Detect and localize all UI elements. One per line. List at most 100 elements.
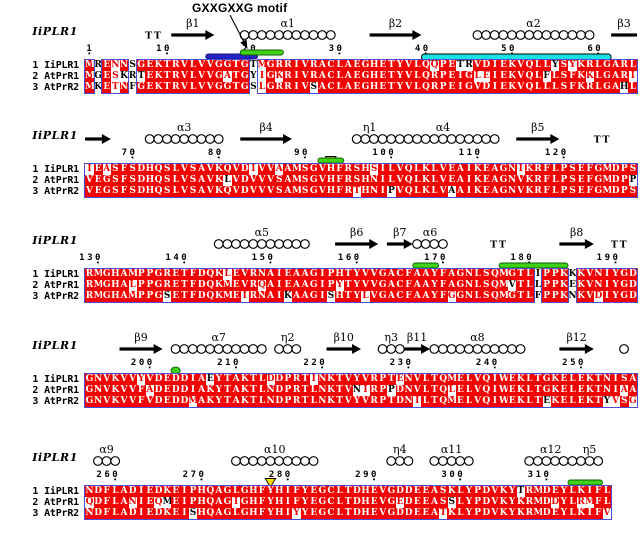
residue-cell: T	[179, 269, 189, 280]
helix-coil-icon	[274, 239, 284, 249]
residue-cell: T	[343, 497, 353, 508]
ruler-tick-dot	[511, 52, 513, 55]
ss-η1: η1	[351, 121, 388, 144]
residue-cell: E	[283, 269, 293, 280]
residue-cell: E	[447, 175, 457, 186]
residue-cell: K	[240, 396, 250, 407]
helix-coil-icon	[248, 239, 259, 249]
residue-cell: T	[335, 396, 345, 407]
residue-cell: F	[542, 164, 552, 175]
helix-coil-icon	[524, 456, 535, 466]
residue-cell: K	[110, 396, 120, 407]
residue-cell: D	[481, 486, 491, 497]
residue-cell: D	[551, 497, 560, 507]
residue-cell: E	[171, 497, 181, 508]
residue-cell: G	[136, 82, 146, 93]
ruler-number: 140	[165, 253, 189, 263]
residue-cell: V	[240, 269, 250, 280]
ruler-number: 290	[355, 470, 379, 480]
helix-coil-icon	[472, 134, 483, 144]
residue-cell: I	[490, 374, 500, 385]
residue-cell: I	[378, 175, 388, 186]
residue-cell: T	[248, 385, 258, 396]
residue-cell: F	[188, 280, 198, 291]
residue-cell: I	[490, 60, 500, 71]
residue-cell: K	[154, 82, 163, 93]
ss-α4: α4	[386, 121, 500, 144]
ruler-tick-dot	[545, 478, 548, 481]
residue-cell: P	[438, 60, 448, 71]
residue-cell: I	[464, 175, 474, 186]
residue-cell: S	[110, 186, 120, 197]
residue-cell: L	[568, 385, 577, 396]
residue-cell: E	[499, 82, 508, 93]
residue-cell: K	[473, 186, 483, 197]
helix-coil-icon	[317, 30, 328, 40]
helix-coil-icon	[481, 344, 491, 354]
residue-cell: R	[369, 385, 379, 396]
residue-cell: A	[224, 71, 231, 81]
residue-cell: V	[119, 385, 129, 396]
helix-coil-icon	[325, 30, 336, 40]
residue-cell: G	[629, 396, 637, 406]
residue-cell: V	[300, 82, 310, 93]
residue-cell: H	[369, 60, 379, 71]
residue-cell: R	[85, 269, 94, 280]
residue-cell: Y	[214, 396, 224, 407]
residue-cell: M	[585, 497, 596, 507]
residue-cell: K	[110, 374, 120, 385]
residue-cell: A	[421, 280, 431, 291]
residue-cell: Y	[430, 280, 439, 291]
residue-cell: L	[188, 60, 198, 71]
residue-cell: Q	[154, 175, 163, 186]
residue-cell: Q	[421, 60, 431, 71]
residue-cell: F	[335, 175, 345, 186]
helix-coil-icon	[524, 30, 535, 40]
residue-cell: F	[257, 497, 267, 508]
residue-cell: A	[490, 164, 500, 175]
residue-cell: G	[102, 269, 112, 280]
row-label-IiPLR1: 1 IiPLR1	[32, 374, 79, 385]
strand-arrow-icon	[559, 242, 586, 246]
residue-cell: L	[524, 374, 534, 385]
strand-arrow-icon	[326, 347, 353, 351]
residue-cell: V	[516, 60, 526, 71]
residue-cell: L	[593, 82, 603, 93]
residue-cell: V	[516, 186, 526, 197]
residue-cell: H	[145, 175, 155, 186]
residue-cell: V	[179, 175, 189, 186]
residue-cell: L	[550, 186, 560, 197]
helix-coil-icon	[239, 344, 250, 354]
residue-cell: Q	[205, 486, 215, 497]
residue-cell: I	[415, 396, 420, 406]
helix-coil-icon	[412, 134, 422, 144]
residue-cell: E	[576, 385, 586, 396]
residue-cell: G	[240, 486, 250, 497]
helix-coil-icon	[532, 30, 543, 40]
helix-coil-icon	[300, 456, 310, 466]
residue-cell: S	[568, 186, 577, 197]
residue-cell: A	[119, 508, 129, 519]
residue-cell: R	[343, 175, 353, 186]
residue-cell: Y	[464, 486, 474, 497]
residue-cell: V	[205, 71, 215, 82]
residue-cell: V	[317, 164, 327, 175]
residue-cell: T	[223, 385, 232, 396]
helix-coil-icon	[179, 344, 190, 354]
residue-cell: I	[311, 374, 316, 384]
helix-coil-icon	[550, 456, 560, 466]
residue-cell: S	[327, 291, 335, 301]
residue-cell: K	[110, 385, 120, 396]
helix-coil-icon	[420, 239, 431, 249]
helix-coil-icon	[386, 344, 397, 354]
helix-coil-icon	[205, 344, 215, 354]
helix-coil-icon	[455, 344, 466, 354]
residue-cell: M	[499, 269, 509, 280]
residue-cell: D	[266, 374, 275, 384]
residue-cell: F	[257, 508, 267, 519]
residue-cell: G	[361, 71, 370, 82]
helix-coil-icon	[170, 344, 181, 354]
residue-cell: K	[576, 71, 586, 82]
helix-coil-icon	[515, 344, 526, 354]
ss-label: η2	[281, 331, 295, 344]
